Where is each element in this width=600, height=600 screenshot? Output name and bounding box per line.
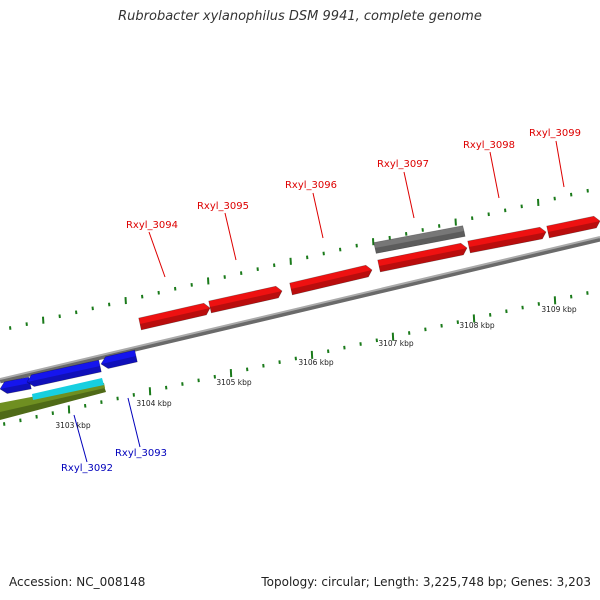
gene-Rxyl_3096-shape — [289, 264, 373, 296]
gene-Rxyl_3095-shape — [208, 285, 283, 314]
tick-track-upper — [9, 188, 589, 330]
kbp-label: 3107 kbp — [378, 339, 414, 348]
gene-arrows — [0, 215, 600, 394]
kbp-label: 3106 kbp — [298, 358, 334, 367]
topology-label: Topology: circular; Length: 3,225,748 bp… — [261, 575, 591, 589]
gene-label-Rxyl_3095: Rxyl_3095 — [197, 201, 249, 212]
gene-labels: Rxyl_3094 Rxyl_3095 Rxyl_3096 Rxyl_3097 Rxyl… — [61, 128, 581, 474]
gene-label-leader — [312, 192, 324, 239]
gene-Rxyl_3093-shade — [101, 356, 138, 369]
kbp-label: 3103 kbp — [55, 421, 91, 430]
backbone-shadow — [0, 236, 600, 384]
gene-label-Rxyl_3094: Rxyl_3094 — [126, 220, 178, 231]
gene-Rxyl_3098-shape — [467, 226, 547, 254]
olive-feature-shadow — [0, 386, 106, 420]
gene-rna-feature[interactable] — [373, 225, 466, 254]
kbp-label: 3104 kbp — [136, 399, 172, 408]
gene-label-leader — [403, 171, 415, 219]
gene-Rxyl_3097[interactable] — [377, 242, 468, 273]
feature-lanes — [0, 378, 106, 420]
gene-Rxyl_3098[interactable] — [467, 226, 547, 254]
gene-blue-left-shade — [0, 383, 32, 394]
gene-label-Rxyl_3092: Rxyl_3092 — [61, 463, 113, 474]
gene-Rxyl_3092-shade — [27, 366, 102, 387]
gene-Rxyl_3099[interactable] — [546, 215, 600, 239]
page-title: Rubrobacter xylanophilus DSM 9941, compl… — [118, 9, 482, 24]
kbp-label: 3105 kbp — [216, 378, 252, 387]
gene-Rxyl_3092[interactable] — [26, 359, 102, 387]
kbp-labels: 3103 kbp 3104 kbp 3105 kbp 3106 kbp 3107 kbp… — [55, 305, 577, 430]
gene-label-Rxyl_3093: Rxyl_3093 — [115, 448, 167, 459]
gene-label-leader — [555, 140, 565, 188]
gene-blue-left-shape — [0, 376, 32, 394]
backbone-highlight — [0, 236, 600, 380]
gene-label-Rxyl_3098: Rxyl_3098 — [463, 140, 515, 151]
gene-label-leader — [73, 414, 88, 463]
tick-track-lower — [3, 291, 589, 426]
gene-Rxyl_3092-shape — [26, 359, 102, 387]
kbp-label: 3109 kbp — [541, 305, 577, 314]
gene-blue-left[interactable] — [0, 376, 32, 394]
gene-Rxyl_3098-shade — [469, 232, 546, 253]
cyan-feature — [32, 378, 104, 400]
gene-Rxyl_3096[interactable] — [289, 264, 373, 296]
gene-Rxyl_3099-shade — [548, 221, 600, 238]
gene-label-Rxyl_3097: Rxyl_3097 — [377, 159, 429, 170]
gene-rna-feature-shade — [375, 231, 466, 254]
gene-label-leader — [224, 212, 237, 261]
gene-label-leader — [148, 231, 166, 278]
gene-Rxyl_3097-shape — [377, 242, 468, 273]
gene-Rxyl_3097-shade — [379, 248, 467, 272]
gene-label-Rxyl_3096: Rxyl_3096 — [285, 180, 337, 191]
accession-label: Accession: NC_008148 — [9, 575, 146, 589]
gene-Rxyl_3096-shade — [291, 270, 372, 295]
gene-label-leader — [489, 151, 500, 199]
gene-Rxyl_3099-shape — [546, 215, 600, 239]
gene-Rxyl_3093-shape — [100, 349, 138, 369]
genome-backbone — [0, 236, 600, 384]
gene-Rxyl_3093[interactable] — [100, 349, 138, 369]
gene-Rxyl_3094-shade — [140, 308, 210, 330]
gene-Rxyl_3095-shade — [210, 291, 282, 313]
gene-Rxyl_3095[interactable] — [208, 285, 283, 314]
gene-rna-feature-shape — [373, 225, 466, 254]
kbp-label: 3108 kbp — [459, 321, 495, 330]
gene-label-Rxyl_3099: Rxyl_3099 — [529, 128, 581, 139]
gene-label-leader — [127, 397, 141, 448]
gene-Rxyl_3094-shape — [138, 302, 211, 331]
gene-Rxyl_3094[interactable] — [138, 302, 211, 331]
